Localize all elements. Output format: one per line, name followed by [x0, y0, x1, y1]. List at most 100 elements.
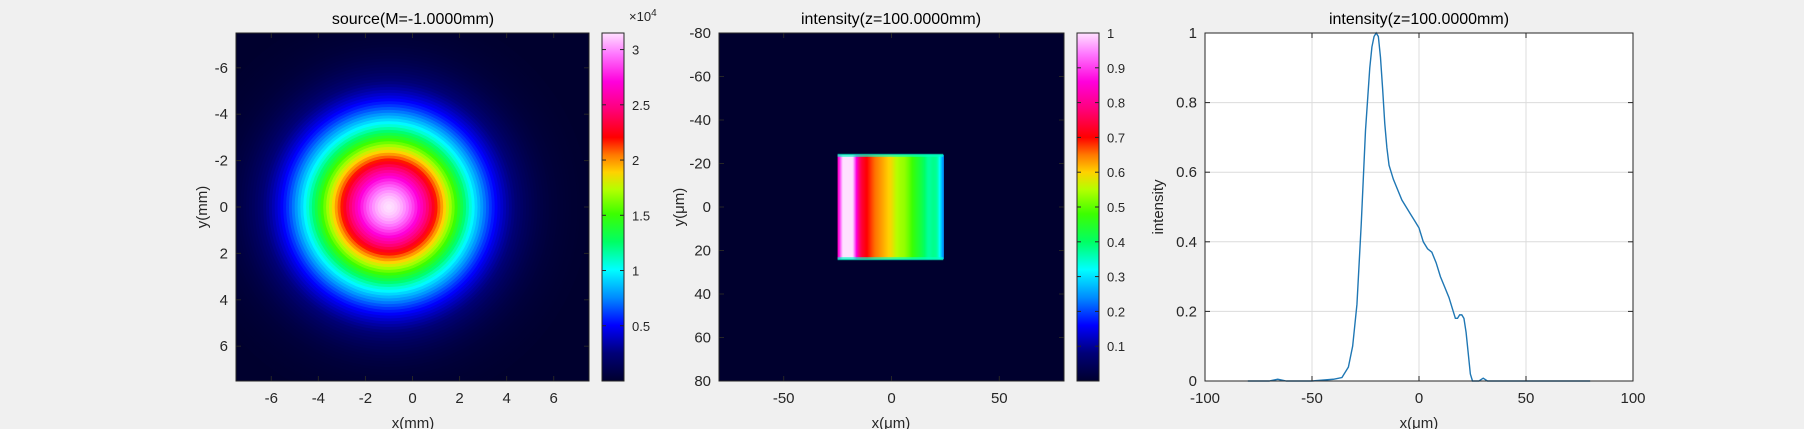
intensity-column: [906, 154, 909, 260]
x-tick-label: 50: [991, 390, 1008, 407]
intensity-column: [853, 154, 856, 260]
x-tick-label: 0: [408, 390, 416, 407]
colorbar-tick-label: 3: [632, 43, 639, 58]
source-heatmap-y-label: y(mm): [194, 186, 211, 228]
intensity-column: [839, 154, 842, 260]
x-tick-label: 0: [887, 390, 895, 407]
intensity-column: [928, 154, 930, 260]
source-colorbar-exponent-base: ×10: [629, 9, 651, 24]
intensity-column: [849, 154, 852, 260]
intensity-column: [874, 154, 876, 260]
intensity-column: [868, 154, 871, 260]
colorbar-tick-label: 0.7: [1107, 130, 1125, 145]
intensity-heatmap-image: [837, 153, 944, 261]
colorbar-tick-label: 2.5: [632, 98, 650, 113]
x-tick-label: 6: [550, 390, 558, 407]
intensity-column: [923, 154, 926, 260]
intensity-ring: [386, 204, 392, 210]
y-tick-label: -80: [689, 25, 711, 42]
intensity-column: [931, 154, 934, 260]
intensity-colorbar-ticks: 0.1 0.2 0.3 0.4 0.5 0.6 0.7 0.8 0.9 1: [1077, 26, 1125, 354]
intensity-column: [873, 154, 875, 260]
intensity-column: [858, 154, 860, 260]
source-heatmap-x-label: x(mm): [392, 415, 434, 429]
intensity-column: [914, 154, 916, 260]
intensity-column: [861, 154, 863, 260]
intensity-column: [920, 154, 923, 260]
source-heatmap-title: source(M=-1.0000mm): [332, 11, 494, 28]
y-tick-label: -20: [689, 156, 711, 173]
intensity-column: [897, 154, 900, 260]
y-tick-label: 20: [694, 243, 711, 260]
intensity-column: [938, 154, 941, 260]
intensity-column: [893, 154, 896, 260]
y-tick-label: 0: [220, 199, 228, 216]
intensity-column: [896, 154, 899, 260]
intensity-column: [905, 154, 908, 260]
intensity-column: [855, 154, 858, 260]
intensity-column: [927, 154, 929, 260]
intensity-column: [899, 154, 901, 260]
intensity-column: [904, 154, 907, 260]
intensity-column: [903, 154, 906, 260]
intensity-column: [863, 154, 866, 260]
intensity-column: [846, 154, 848, 260]
intensity-column: [872, 154, 874, 260]
x-tick-label: 0: [1415, 390, 1423, 407]
intensity-column: [910, 154, 913, 260]
line-profile-panel: intensity(z=100.0000mm) -100 -50 0 50 100 00…: [1150, 11, 1646, 429]
intensity-column: [871, 154, 873, 260]
intensity-column: [902, 154, 904, 260]
beam-bottom-edge: [837, 257, 944, 261]
intensity-column: [886, 154, 888, 260]
intensity-column: [841, 154, 844, 260]
source-colorbar-ticks: 0.5 1 1.5 2 2.5 3: [602, 43, 650, 334]
y-tick-label: 1: [1189, 25, 1197, 42]
intensity-column: [942, 154, 944, 260]
intensity-column: [907, 154, 910, 260]
intensity-column: [908, 154, 911, 260]
line-profile-y-ticks: 0 0.2 0.4 0.6 0.8 1: [1176, 25, 1633, 390]
intensity-column: [932, 154, 935, 260]
beam-top-edge: [837, 153, 944, 157]
intensity-heatmap-panel: intensity(z=100.0000mm) -50 0 50 -80 -60 -40…: [671, 11, 1125, 429]
intensity-column: [877, 154, 880, 260]
intensity-heatmap-title: intensity(z=100.0000mm): [801, 11, 981, 28]
x-tick-label: -2: [359, 390, 372, 407]
intensity-column: [867, 154, 870, 260]
intensity-column: [940, 154, 942, 260]
line-profile-x-label: x(μm): [1400, 415, 1439, 429]
intensity-column: [921, 154, 924, 260]
intensity-column: [900, 154, 902, 260]
source-heatmap-y-ticks: -6 -4 -2 0 2 4 6: [215, 60, 589, 355]
intensity-column: [866, 154, 869, 260]
intensity-column: [859, 154, 861, 260]
source-colorbar-frame: [601, 32, 625, 382]
intensity-column: [857, 154, 859, 260]
intensity-column: [885, 154, 887, 260]
intensity-heatmap-x-label: x(μm): [872, 415, 911, 429]
intensity-column: [894, 154, 897, 260]
colorbar-tick-label: 0.5: [1107, 200, 1125, 215]
intensity-column: [934, 154, 937, 260]
intensity-column: [933, 154, 936, 260]
intensity-heatmap-y-ticks: -80 -60 -40 -20 0 20 40 60 80: [689, 25, 1064, 390]
intensity-column: [935, 154, 938, 260]
line-profile-y-label: intensity: [1150, 179, 1167, 235]
colorbar-tick-label: 2: [632, 153, 639, 168]
y-tick-label: 80: [694, 373, 711, 390]
x-tick-label: 2: [455, 390, 463, 407]
y-tick-label: -40: [689, 112, 711, 129]
y-tick-label: 2: [220, 245, 228, 262]
y-tick-label: 0: [703, 199, 711, 216]
intensity-heatmap-y-label: y(μm): [671, 188, 688, 227]
colorbar-tick-label: 0.3: [1107, 270, 1125, 285]
intensity-column: [862, 154, 865, 260]
intensity-column: [852, 154, 855, 260]
intensity-column: [937, 154, 940, 260]
y-tick-label: 0.2: [1176, 303, 1197, 320]
intensity-column: [869, 154, 872, 260]
intensity-column: [879, 154, 882, 260]
intensity-column: [883, 154, 886, 260]
